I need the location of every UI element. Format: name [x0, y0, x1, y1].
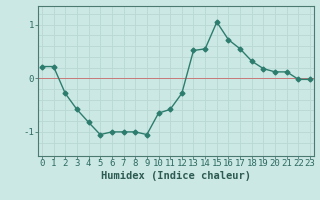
X-axis label: Humidex (Indice chaleur): Humidex (Indice chaleur) [101, 171, 251, 181]
